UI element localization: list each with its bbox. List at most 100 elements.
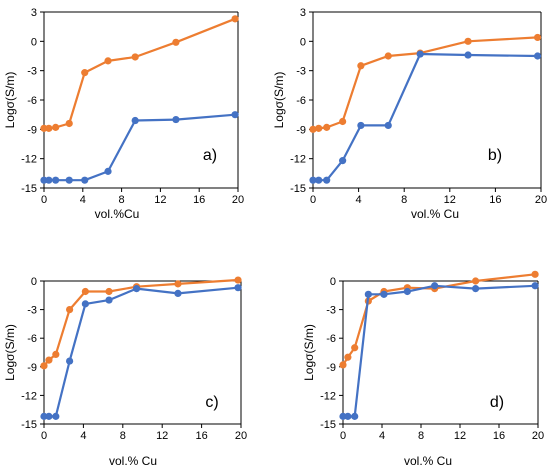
data-point-blue — [172, 115, 180, 124]
y-tick-label: -6 — [326, 333, 336, 345]
series-line-orange — [312, 36, 538, 131]
y-tick-label: -6 — [27, 333, 37, 345]
x-tick-label: 20 — [535, 194, 547, 206]
data-point-blue — [52, 176, 60, 184]
data-point-orange — [234, 276, 242, 284]
x-tick-label: 16 — [493, 430, 505, 442]
data-point-orange — [339, 361, 347, 369]
data-point-orange — [384, 52, 392, 60]
data-point-blue — [339, 157, 347, 165]
data-point-blue — [65, 176, 73, 184]
x-tick-label: 16 — [195, 430, 207, 442]
x-tick-label: 12 — [444, 194, 456, 206]
x-axis-label: vol.%Cu — [95, 207, 140, 221]
data-point-orange — [81, 287, 89, 296]
x-tick-label: 16 — [489, 194, 501, 206]
y-tick-label: 0 — [31, 36, 37, 48]
x-tick-label: 8 — [418, 430, 424, 442]
data-point-blue — [52, 412, 60, 420]
data-point-blue — [531, 282, 539, 290]
data-point-blue — [105, 296, 113, 304]
y-tick-label: 0 — [330, 276, 336, 288]
panel-label: b) — [488, 147, 502, 164]
data-point-orange — [174, 280, 182, 288]
data-point-blue — [81, 300, 89, 308]
data-point-orange — [351, 344, 359, 352]
data-point-blue — [81, 176, 89, 184]
x-tick-label: 8 — [120, 430, 126, 442]
y-tick-label: 0 — [31, 276, 37, 288]
x-tick-label: 0 — [41, 194, 47, 206]
data-point-blue — [40, 412, 48, 420]
panel-label: d) — [490, 394, 504, 411]
y-tick-label: -9 — [296, 124, 306, 136]
y-axis-label: Logσ(S/m) — [3, 72, 17, 129]
chart-panel-c: 0 -3 -6 -9 -12 -15 0 4 8 12 16 20 vol.% Cu Logσ(S/m) c… — [3, 276, 247, 468]
data-point-orange — [344, 353, 352, 361]
data-point-orange — [65, 119, 73, 128]
data-point-orange — [52, 123, 60, 131]
x-axis-label: vol.% Cu — [411, 207, 459, 221]
data-point-orange — [81, 69, 89, 77]
y-tick-label: -3 — [296, 66, 306, 78]
y-tick-label: -3 — [27, 66, 37, 78]
y-tick-label: -6 — [296, 95, 306, 107]
data-point-blue — [344, 412, 352, 420]
y-axis-label: Logσ(S/m) — [272, 72, 286, 129]
x-tick-label: 4 — [356, 194, 362, 206]
y-tick-label: -3 — [326, 305, 336, 317]
data-point-blue — [104, 167, 112, 175]
x-tick-label: 16 — [193, 194, 205, 206]
data-point-blue — [323, 176, 331, 184]
data-point-orange — [45, 356, 53, 364]
data-point-orange — [357, 62, 365, 70]
data-point-blue — [403, 287, 411, 296]
x-tick-label: 4 — [379, 430, 385, 442]
y-tick-label: -15 — [290, 183, 306, 195]
data-point-blue — [234, 284, 242, 292]
series-line-orange — [44, 17, 236, 130]
data-point-orange — [309, 125, 317, 133]
data-point-blue — [315, 176, 323, 184]
y-tick-label: -12 — [21, 154, 37, 166]
data-point-blue — [66, 357, 74, 365]
series-line-blue — [313, 52, 538, 182]
data-point-orange — [172, 38, 180, 46]
data-point-blue — [533, 52, 542, 60]
data-point-orange — [104, 57, 112, 65]
x-tick-label: 12 — [454, 430, 466, 442]
x-tick-label: 4 — [80, 430, 86, 442]
data-point-orange — [66, 306, 74, 314]
y-tick-label: -12 — [290, 154, 306, 166]
data-point-blue — [364, 290, 372, 298]
y-tick-label: -3 — [27, 305, 37, 317]
data-point-blue — [45, 176, 53, 184]
y-tick-label: -9 — [326, 362, 336, 374]
data-point-orange — [323, 123, 331, 131]
x-tick-label: 4 — [80, 194, 86, 206]
y-tick-label: -15 — [21, 183, 37, 195]
data-point-blue — [472, 285, 480, 293]
chart-panel-a: 3 0 -3 -6 -9 -12 -15 0 4 8 12 16 20 vol.%Cu Logσ(S/m) a… — [3, 7, 244, 221]
data-point-orange — [533, 33, 542, 42]
data-point-orange — [40, 362, 48, 370]
x-tick-label: 0 — [310, 194, 316, 206]
y-axis-label: Logσ(S/m) — [302, 324, 316, 381]
chart-panel-d: 0 -3 -6 -9 -12 -15 0 4 8 12 16 20 vol.% Cu Logσ(S/m) d… — [302, 270, 544, 468]
y-axis-label: Logσ(S/m) — [3, 324, 17, 381]
y-tick-label: -9 — [27, 124, 37, 136]
x-axis-label: vol.% Cu — [404, 454, 452, 468]
data-point-blue — [380, 290, 388, 298]
data-point-blue — [131, 116, 139, 125]
x-tick-label: 0 — [340, 430, 346, 442]
panel-label: c) — [205, 394, 218, 411]
x-tick-label: 20 — [532, 430, 544, 442]
data-point-blue — [357, 121, 365, 130]
x-tick-label: 0 — [41, 430, 47, 442]
data-point-orange — [464, 37, 472, 45]
series-line-blue — [343, 284, 536, 418]
data-point-blue — [384, 121, 392, 130]
y-tick-label: -6 — [27, 95, 37, 107]
y-tick-label: -12 — [320, 390, 336, 402]
